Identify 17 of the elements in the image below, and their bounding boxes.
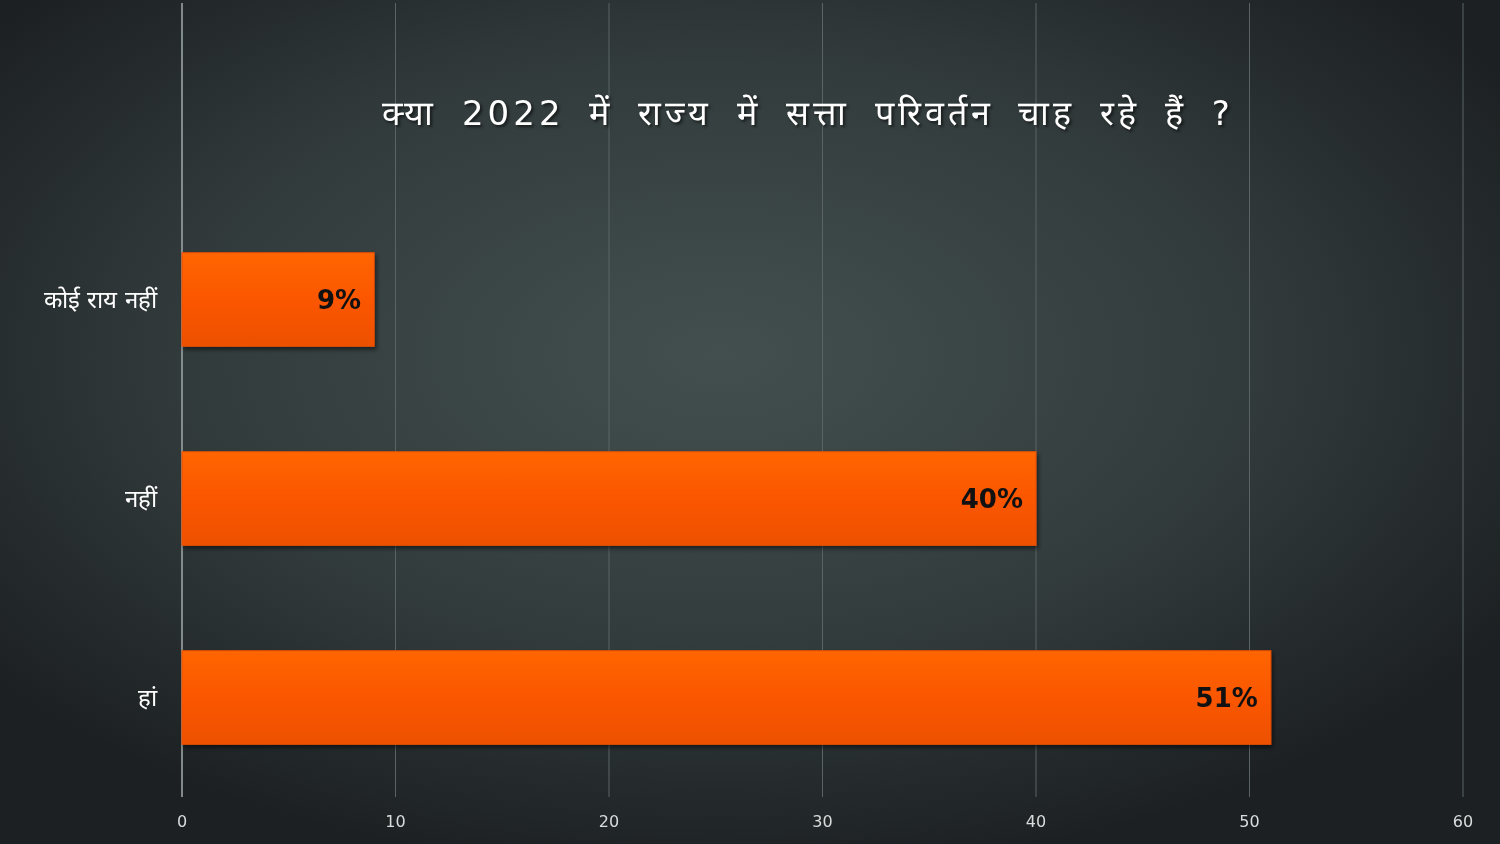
x-tick-label: 40 [1025, 811, 1047, 831]
x-tick-label: 30 [812, 811, 833, 831]
y-tick-label: हां [138, 683, 158, 712]
x-tick-label: 10 [385, 811, 406, 831]
data-label: 51% [1195, 682, 1258, 713]
chart-title: क्या 2022 में राज्य में सत्ता परिवर्तन चाह रहे हैं ? [382, 93, 1234, 133]
x-tick-label: 20 [598, 811, 620, 831]
x-tick-label: 0 [176, 811, 188, 831]
data-label: 40% [960, 483, 1023, 514]
data-label: 9% [316, 284, 362, 315]
y-tick-label: कोई राय नहीं [43, 285, 158, 314]
bar [181, 451, 1037, 546]
y-tick-label: नहीं [125, 484, 158, 513]
x-tick-label: 60 [1452, 811, 1474, 831]
bar [181, 650, 1272, 745]
x-tick-label: 50 [1239, 811, 1260, 831]
bar [181, 252, 375, 347]
